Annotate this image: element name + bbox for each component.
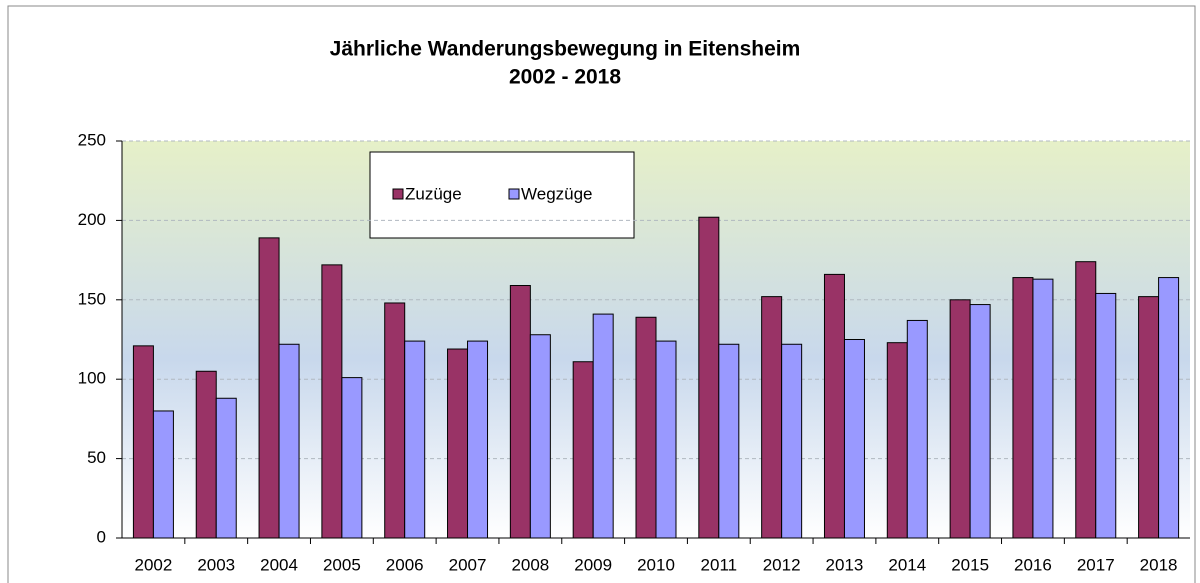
- bar: [906, 319, 928, 539]
- x-tick-label: 2015: [951, 555, 989, 574]
- bar: [278, 343, 300, 539]
- bar: [949, 299, 971, 539]
- bar: [886, 342, 908, 539]
- x-tick-label: 2005: [323, 555, 361, 574]
- y-tick-label: 250: [78, 130, 106, 149]
- x-tick-label: 2009: [574, 555, 612, 574]
- bar: [215, 397, 237, 539]
- legend-swatch: [508, 188, 520, 200]
- legend-label: Zuzüge: [405, 184, 462, 203]
- y-tick-label: 100: [78, 369, 106, 388]
- bar: [823, 273, 845, 539]
- y-tick-label: 150: [78, 289, 106, 308]
- y-tick-label: 50: [87, 448, 106, 467]
- bar: [1032, 278, 1054, 539]
- bar: [341, 377, 363, 539]
- chart-title: Jährliche Wanderungsbewegung in Eitenshe…: [330, 38, 801, 61]
- bar: [509, 285, 531, 539]
- bar: [321, 264, 343, 539]
- x-tick-label: 2018: [1140, 555, 1178, 574]
- bar: [258, 237, 280, 539]
- bar: [781, 343, 803, 539]
- x-tick-label: 2010: [637, 555, 675, 574]
- x-tick-label: 2017: [1077, 555, 1115, 574]
- bar: [761, 296, 783, 539]
- bar: [843, 339, 865, 539]
- legend-label: Wegzüge: [521, 184, 593, 203]
- x-tick-label: 2008: [511, 555, 549, 574]
- bar: [635, 316, 657, 539]
- bar: [404, 340, 426, 539]
- bar: [592, 313, 614, 539]
- y-tick-label: 0: [97, 527, 106, 546]
- bar: [969, 304, 991, 539]
- bar: [195, 370, 217, 539]
- x-tick-label: 2003: [197, 555, 235, 574]
- y-tick-label: 200: [78, 210, 106, 229]
- bar: [152, 410, 174, 539]
- bar: [572, 361, 594, 539]
- legend: [369, 151, 635, 239]
- bar: [132, 345, 154, 539]
- x-tick-label: 2011: [701, 555, 738, 574]
- x-tick-label: 2007: [449, 555, 487, 574]
- bar: [384, 302, 406, 539]
- bar: [1158, 277, 1180, 539]
- bar: [467, 340, 489, 539]
- bar: [655, 340, 677, 539]
- x-tick-label: 2016: [1014, 555, 1052, 574]
- bar: [1095, 292, 1117, 539]
- bar: [718, 343, 740, 539]
- bar: [1012, 277, 1034, 539]
- x-tick-label: 2006: [386, 555, 424, 574]
- x-tick-label: 2012: [763, 555, 801, 574]
- bar: [447, 348, 469, 539]
- bar: [698, 216, 720, 539]
- legend-swatch: [392, 188, 404, 200]
- chart-subtitle: 2002 - 2018: [509, 66, 621, 89]
- bar: [529, 334, 551, 539]
- x-tick-label: 2013: [826, 555, 864, 574]
- bar: [1138, 296, 1160, 539]
- x-tick-label: 2004: [260, 555, 298, 574]
- x-tick-label: 2014: [888, 555, 926, 574]
- x-tick-label: 2002: [134, 555, 172, 574]
- bar: [1075, 261, 1097, 539]
